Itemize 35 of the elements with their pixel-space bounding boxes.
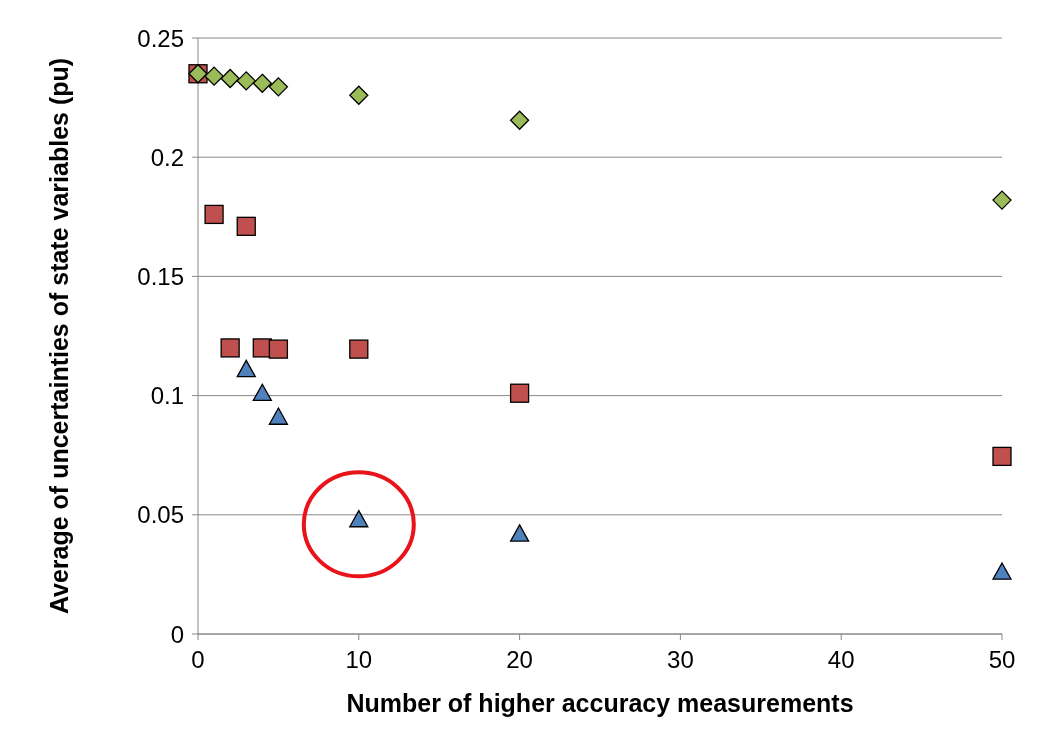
point — [992, 190, 1012, 210]
point — [252, 73, 272, 93]
point — [236, 216, 256, 236]
point — [268, 339, 289, 359]
y-tick-label: 0.2 — [150, 143, 184, 171]
y-tick-label: 0.05 — [137, 501, 184, 529]
point — [992, 562, 1012, 580]
point — [992, 446, 1012, 467]
point — [204, 66, 224, 86]
x-tick-label: 40 — [827, 646, 855, 673]
x-tick-label: 30 — [667, 646, 694, 673]
point — [509, 110, 530, 130]
y-tick-label: 0 — [170, 620, 184, 648]
point — [252, 383, 272, 402]
point — [349, 339, 369, 359]
x-tick-label: 20 — [506, 646, 533, 673]
point — [204, 204, 224, 225]
point — [220, 338, 240, 358]
point — [349, 509, 369, 528]
y-tick-label: 0.1 — [150, 382, 184, 410]
point — [509, 383, 530, 403]
x-tick-label: 0 — [191, 646, 205, 673]
x-axis-title: Number of higher accuracy measurements — [346, 689, 854, 717]
point — [220, 68, 240, 89]
y-axis-title: Average of uncertainties of state variables (pu) — [45, 57, 73, 615]
point — [509, 524, 530, 542]
point — [268, 77, 289, 97]
y-tick-label: 0.15 — [137, 262, 184, 290]
point — [349, 85, 369, 105]
x-tick-label: 50 — [988, 646, 1016, 673]
point — [268, 407, 289, 425]
y-tick-label: 0.25 — [137, 24, 184, 52]
point — [236, 71, 256, 91]
point — [236, 359, 256, 378]
x-tick-label: 10 — [345, 646, 373, 673]
